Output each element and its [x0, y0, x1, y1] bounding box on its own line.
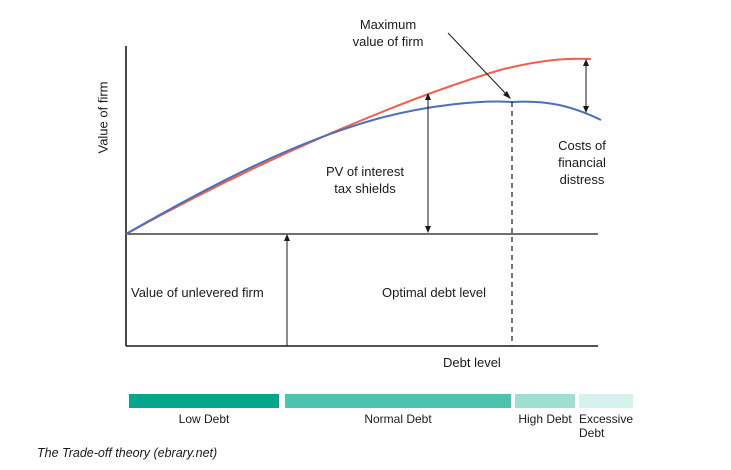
zone-bar-normal-debt [285, 394, 511, 408]
x-axis-label: Debt level [443, 355, 501, 370]
distress-arrowhead-bottom [583, 106, 589, 113]
value-without-distress-curve [125, 57, 592, 235]
maximum-pointer [447, 32, 509, 97]
zone-bar-low-debt [129, 394, 279, 408]
tax-shield-arrowhead-bottom [425, 226, 431, 233]
zone-bar-excessive-debt [579, 394, 633, 408]
tax-shield-arrowhead-top [425, 93, 431, 100]
zone-label-normal-debt: Normal Debt [364, 412, 432, 426]
y-axis-label: Value of firm [95, 81, 111, 154]
zone-bar-high-debt [515, 394, 575, 408]
figure-caption: The Trade-off theory (ebrary.net) [37, 446, 218, 460]
unlevered-firm-label: Value of unlevered firm [131, 285, 264, 300]
zone-label-low-debt: Low Debt [178, 412, 230, 426]
unlevered-arrowhead [284, 234, 290, 241]
maximum-value-label: Maximum value of firm [352, 17, 424, 49]
costs-of-distress-label: Costs of financial distress [558, 138, 606, 187]
optimal-debt-label: Optimal debt level [382, 285, 487, 300]
zone-label-excessive-debt: Excessive Debt [579, 412, 634, 440]
zone-label-high-debt: High Debt [518, 412, 572, 426]
value-with-distress-curve [125, 100, 602, 235]
pv-tax-shields-label: PV of interest tax shields [325, 164, 405, 196]
maximum-pointer-head [503, 91, 511, 99]
distress-arrowhead-top [583, 59, 589, 66]
